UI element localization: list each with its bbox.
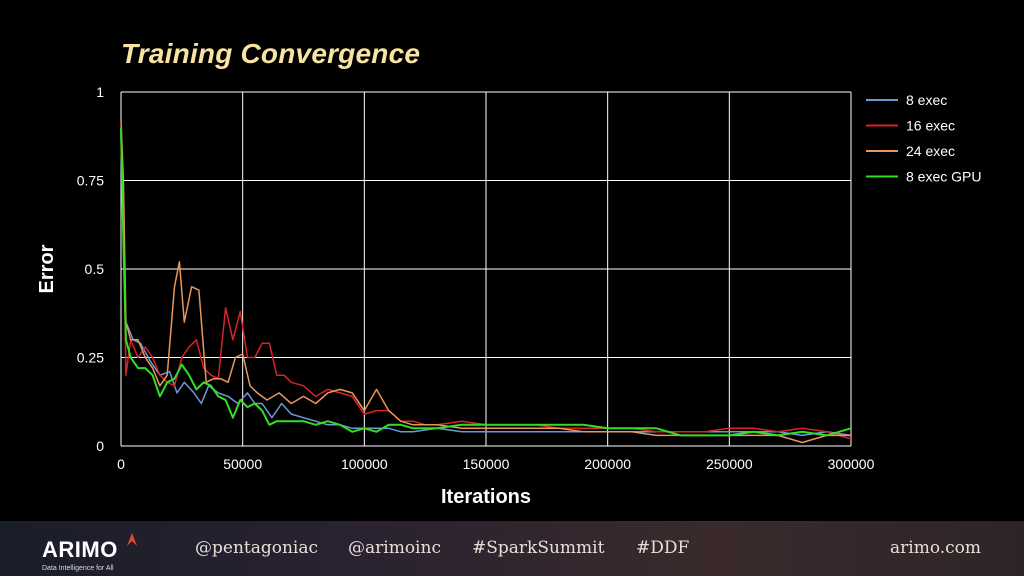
x-tick-label: 0	[117, 456, 125, 472]
x-tick-label: 250000	[706, 456, 753, 472]
logo-wordmark: ARIMO	[42, 537, 118, 562]
legend-label: 8 exec GPU	[906, 169, 981, 185]
footer-hashtag-ddf: #DDF	[636, 538, 690, 558]
logo-flame-icon	[127, 533, 137, 546]
chart-title: Training Convergence	[121, 38, 421, 69]
series-line-8-exec-gpu	[120, 127, 852, 437]
grid-layer	[120, 91, 852, 447]
axis-layer: 0 50000 100000 150000 200000 250000 300000 0 0.2…	[36, 84, 875, 508]
footer-bar: ARIMO Data Intelligence for All @pentago…	[0, 521, 1024, 576]
legend-label: 8 exec	[906, 92, 947, 108]
footer-hashtag-sparksummit: #SparkSummit	[472, 538, 605, 558]
legend: 8 exec 16 exec 24 exec 8 exec GPU	[866, 92, 981, 185]
x-tick-label: 300000	[828, 456, 875, 472]
x-tick-label: 100000	[341, 456, 388, 472]
footer-handle-arimoinc: @arimoinc	[348, 538, 441, 558]
arimo-logo: ARIMO Data Intelligence for All	[40, 531, 150, 572]
y-tick-label: 0	[96, 438, 104, 454]
footer-website: arimo.com	[890, 538, 982, 558]
x-tick-label: 150000	[463, 456, 510, 472]
training-convergence-chart: 0 50000 100000 150000 200000 250000 300000 0 0.2…	[36, 84, 981, 508]
legend-label: 16 exec	[906, 118, 955, 134]
y-tick-label: 0.75	[77, 173, 104, 189]
series-layer	[120, 120, 852, 444]
footer-handle-pentagoniac: @pentagoniac	[195, 538, 319, 558]
x-tick-label: 50000	[223, 456, 262, 472]
y-axis-label: Error	[36, 244, 58, 293]
y-tick-label: 0.25	[77, 350, 104, 366]
y-tick-label: 0.5	[85, 261, 105, 277]
x-tick-label: 200000	[584, 456, 631, 472]
x-axis-label: Iterations	[441, 486, 531, 508]
logo-tagline: Data Intelligence for All	[42, 565, 114, 572]
y-tick-label: 1	[96, 84, 104, 100]
legend-label: 24 exec	[906, 143, 955, 159]
series-line-24-exec	[120, 120, 851, 444]
